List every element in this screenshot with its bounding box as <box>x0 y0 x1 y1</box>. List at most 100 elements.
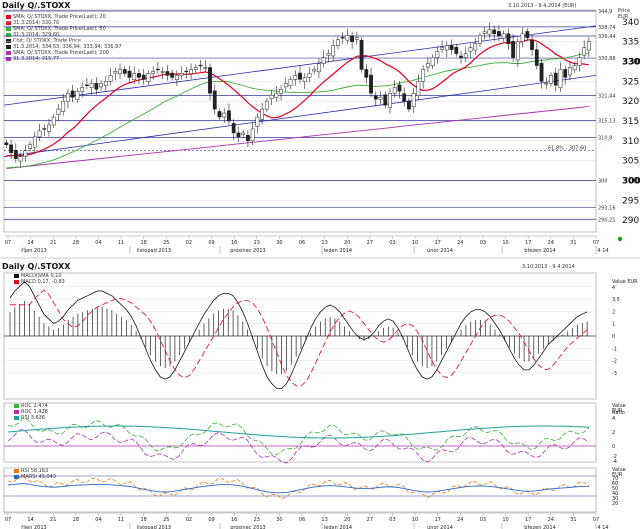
roc-y-tick-label: Value <box>612 403 626 409</box>
main-x-tick-label: 07 <box>593 240 599 246</box>
level-line-label: 321,44 <box>598 93 616 99</box>
main-x-tick-label: 14 <box>27 240 33 246</box>
candle-body <box>255 116 260 127</box>
roc-y-tick-label: 2 <box>612 430 615 436</box>
legend-value: 3,636 <box>30 415 46 421</box>
level-line-label: 330,88 <box>598 56 616 62</box>
bottom-x-tick-label: 14 <box>27 517 33 523</box>
candle-body <box>151 71 156 74</box>
main-x-tick-label: 17 <box>525 240 531 246</box>
roc-y-tick-label: 4 <box>612 416 615 422</box>
candle-body <box>539 62 544 82</box>
candle-body <box>563 69 568 78</box>
roc-y-tick-label: -2 <box>612 454 617 460</box>
rsi-y-tick-label: 40 <box>612 491 618 497</box>
level-line-label: 300 <box>598 178 608 184</box>
bottom-month-label: prosinec 2013 <box>230 525 265 529</box>
bottom-x-tick-label: 18 <box>141 517 147 523</box>
main-x-tick-label: 18 <box>141 240 147 246</box>
candle-body <box>137 73 141 78</box>
bottom-x-tick-label: 07 <box>5 517 11 523</box>
roc-y-tick-label: 0 <box>612 444 615 450</box>
candle-body <box>544 83 549 85</box>
candle-body <box>459 55 463 58</box>
bottom-x-tick-label: 17 <box>435 517 441 523</box>
candle-body <box>193 67 198 70</box>
marsi-line <box>7 483 590 494</box>
candle-body <box>335 39 340 46</box>
legend-swatch <box>6 50 11 55</box>
bottom-x-tick-label: 23 <box>254 517 260 523</box>
candle-body <box>307 73 312 78</box>
main-y-tick-label: 305 <box>622 157 639 167</box>
main-x-tick-label: 27 <box>367 240 373 246</box>
candle-body <box>227 110 231 122</box>
macd-y-tick-label: 1 <box>612 322 615 328</box>
legend-swatch <box>14 474 19 479</box>
candle-body <box>416 81 421 96</box>
legend-text: MACD <box>21 279 36 285</box>
candle-body <box>75 91 80 100</box>
macd-y-tick-label: -2 <box>612 359 617 365</box>
level-line-label: 344,9 <box>598 9 612 15</box>
roc-plot-frame <box>3 402 597 463</box>
legend-entry: 31.3.2014; 315,77 <box>6 56 122 62</box>
candle-body <box>84 84 89 86</box>
candle-body <box>411 93 416 107</box>
bottom-month-label: březen 2014 <box>524 524 555 529</box>
candle-body <box>156 68 160 71</box>
macd-signal-line <box>10 289 588 387</box>
main-month-label: prosinec 2013 <box>230 248 265 254</box>
main-x-tick-label: 10 <box>412 240 418 246</box>
main-x-tick-label: 09 <box>208 240 214 246</box>
rsi-y-tick-label: 70 <box>612 476 618 482</box>
candle-body <box>4 142 9 146</box>
bottom-x-tick-label: 04 <box>95 517 101 523</box>
legend-value: 0,17, -0,83 <box>37 279 65 285</box>
candle-body <box>274 93 279 98</box>
candle-body <box>425 63 430 68</box>
status-dot-icon <box>617 236 623 242</box>
level-line-label: 315,13 <box>598 118 616 124</box>
candle-body <box>577 57 582 66</box>
candle-body <box>582 47 587 56</box>
main-y-tick-label: 310 <box>622 137 639 147</box>
level-line-label: 338,74 <box>598 25 616 31</box>
macd-y-tick-label: -3 <box>612 371 617 377</box>
candle-body <box>511 41 516 58</box>
bottom-month-label: listopad 2013 <box>137 525 171 529</box>
sma50-line <box>6 52 589 169</box>
macd-y-tick-label: 2 <box>612 309 615 315</box>
bottom-x-tick-label: 20 <box>344 517 350 523</box>
roc-y-tick-label: -4 <box>612 459 617 465</box>
candle-body <box>378 96 383 100</box>
candle-body <box>231 123 236 134</box>
candle-body <box>492 29 497 35</box>
candle-body <box>298 72 302 80</box>
main-month-label: listopad 2013 <box>137 248 171 254</box>
rsi-y-tick-label: EUR <box>612 472 623 478</box>
candle-body <box>42 128 47 130</box>
bottom-x-tick-label: 30 <box>276 517 282 523</box>
macd-y-tick-label: 3,5 <box>612 297 620 303</box>
candle-body <box>549 75 553 84</box>
bottom-x-tick-label: 10 <box>412 517 418 523</box>
candle-body <box>236 132 241 138</box>
candle-body <box>9 144 14 153</box>
candle-body <box>222 112 227 118</box>
main-y-tick-bold: 300 <box>622 176 640 186</box>
candle-body <box>250 128 255 142</box>
bottom-x-tick-label: 03 <box>480 517 486 523</box>
rsi-y-tick-label: 50 <box>612 486 618 492</box>
main-x-tick-label: 23 <box>254 240 260 246</box>
bottom-x-tick-label: 24 <box>457 517 463 523</box>
main-y-tick-label: 330 <box>622 58 639 68</box>
main-x-tick-label: 07 <box>5 240 11 246</box>
candle-body <box>359 39 364 70</box>
bottom-x-tick-label: 13 <box>321 517 327 523</box>
candle-body <box>302 77 307 83</box>
candle-body <box>487 29 492 35</box>
legend-entry: MARSI 49,043 <box>14 474 56 480</box>
candle-body <box>28 144 32 149</box>
candle-body <box>558 69 563 88</box>
